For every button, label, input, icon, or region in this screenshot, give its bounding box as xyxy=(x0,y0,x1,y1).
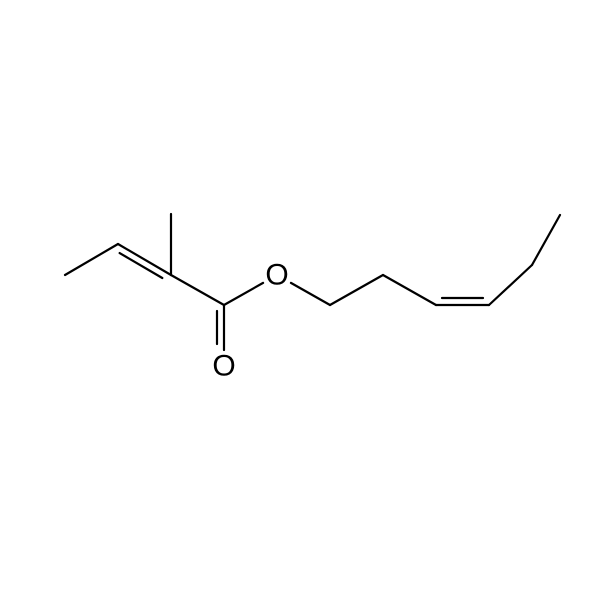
bond-line xyxy=(65,244,118,275)
atom-label-o: O xyxy=(212,350,235,383)
bond-line xyxy=(532,215,560,265)
bond-line xyxy=(118,244,171,275)
bond-line xyxy=(224,283,263,305)
atom-label-o: O xyxy=(265,259,288,292)
bond-line xyxy=(291,283,330,305)
bond-line xyxy=(171,275,224,305)
chemical-structure-diagram: OO xyxy=(0,0,600,600)
bond-line xyxy=(383,275,436,305)
bond-line xyxy=(489,265,532,305)
bond-line xyxy=(330,275,383,305)
